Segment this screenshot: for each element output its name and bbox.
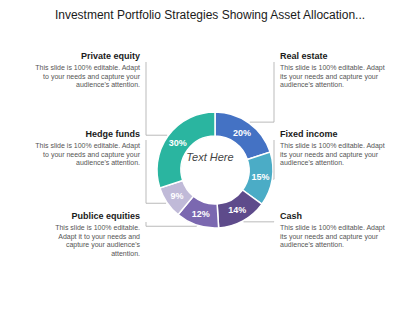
svg-text:Hedge funds: Hedge funds: [85, 129, 140, 139]
svg-text:Private equity: Private equity: [81, 51, 140, 61]
svg-text:14%: 14%: [228, 205, 246, 215]
svg-text:Text Here: Text Here: [186, 151, 233, 163]
svg-text:This slide is 100% editable. A: This slide is 100% editable. Adaptto you…: [35, 64, 140, 88]
svg-text:Publice equities: Publice equities: [71, 211, 140, 221]
svg-text:This slide is 100% editable. A: This slide is 100% editable. Adaptits yo…: [280, 224, 385, 248]
svg-text:9%: 9%: [170, 191, 183, 201]
svg-text:30%: 30%: [169, 138, 187, 148]
svg-text:15%: 15%: [251, 172, 269, 182]
svg-text:This slide is 100% editable. A: This slide is 100% editable. Adaptits yo…: [280, 64, 385, 88]
svg-text:12%: 12%: [192, 209, 210, 219]
svg-text:Fixed income: Fixed income: [280, 129, 338, 139]
svg-text:This slide is 100% editable. A: This slide is 100% editable. Adaptto you…: [35, 142, 140, 166]
svg-text:20%: 20%: [233, 128, 251, 138]
svg-text:Real estate: Real estate: [280, 51, 328, 61]
html-text:Investment Portfolio Strategie: Investment Portfolio Strategies Showing …: [54, 8, 366, 22]
svg-text:This slide is 100% editable. A: This slide is 100% editable. Adaptits yo…: [280, 142, 385, 166]
svg-text:This slide is 100% editable.Ad: This slide is 100% editable.Adapt it to …: [55, 224, 140, 257]
svg-text:Cash: Cash: [280, 211, 302, 221]
